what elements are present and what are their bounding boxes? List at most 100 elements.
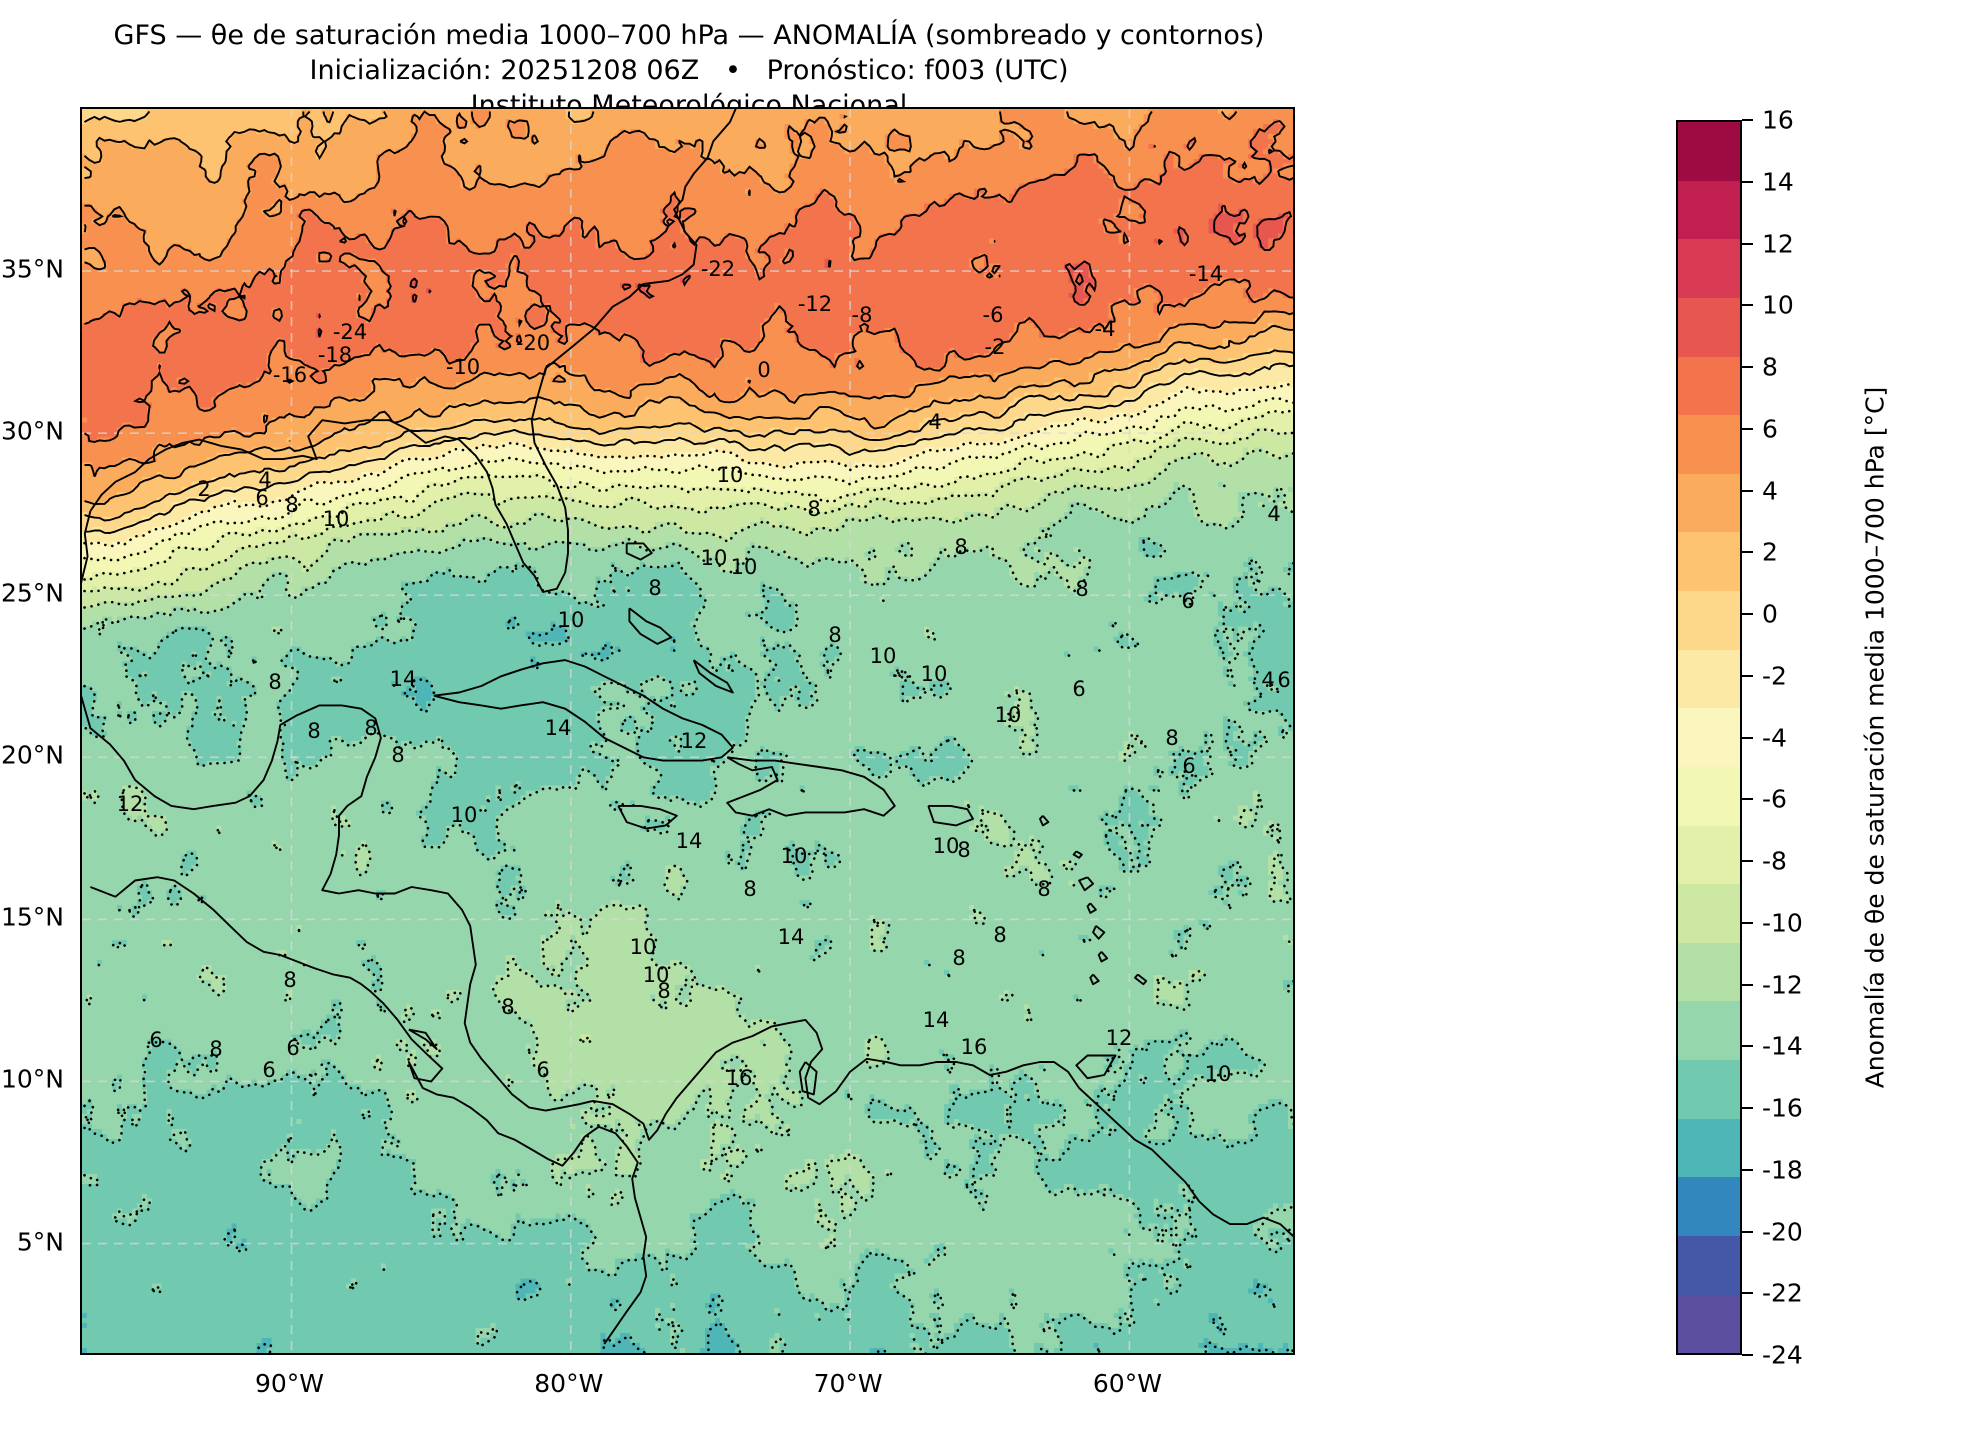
colorbar-tick-label: 4 — [1762, 476, 1778, 505]
contour-line — [1206, 573, 1213, 579]
coastline — [82, 510, 1293, 1238]
contour-label: 8 — [657, 979, 670, 1003]
contour-line — [882, 599, 887, 608]
chart-subtitle: Inicialización: 20251208 06Z • Pronóstic… — [309, 55, 1069, 87]
contour-line — [128, 905, 141, 919]
contour-line — [1256, 575, 1263, 583]
contour-line — [1111, 617, 1119, 630]
contour-label: 2 — [197, 477, 210, 501]
contour-label: 8 — [1075, 577, 1088, 601]
contour-line — [720, 1055, 749, 1073]
contour-label: 12 — [1106, 1026, 1133, 1050]
contour-line — [612, 878, 620, 883]
contour-line — [151, 1285, 164, 1294]
contour-line — [1279, 727, 1289, 740]
contour-label: 8 — [648, 576, 661, 600]
contour-line — [283, 993, 292, 1004]
contour-line — [1157, 238, 1164, 246]
contour-label: -12 — [798, 292, 832, 316]
contour-label: 10 — [995, 703, 1022, 727]
contour-line — [671, 241, 677, 249]
contour-line — [262, 198, 283, 218]
contour-line — [1035, 1030, 1293, 1353]
contour-line — [111, 1076, 122, 1093]
contour-line — [991, 265, 1001, 275]
contour-line — [83, 1174, 101, 1187]
contour-line — [276, 560, 761, 862]
contour-line — [654, 1312, 665, 1324]
contour-label: 16 — [726, 1066, 753, 1090]
contour-line — [111, 941, 129, 949]
contour-line — [1265, 680, 1283, 694]
contour-line — [1098, 886, 1117, 901]
contour-line — [163, 942, 174, 947]
contour-line — [552, 374, 567, 383]
contour-label: 6 — [1277, 668, 1290, 692]
contour-line — [1041, 953, 1047, 958]
contour-line — [586, 1187, 596, 1200]
coastline — [89, 397, 569, 593]
contour-line — [402, 1005, 416, 1026]
contour-label: 8 — [285, 493, 298, 517]
contour-line — [97, 962, 102, 970]
contour-line — [262, 414, 269, 424]
colorbar-band — [1678, 1001, 1740, 1060]
contour-line — [621, 283, 632, 291]
contour-line — [372, 612, 389, 632]
contour-line — [833, 123, 848, 134]
contour-line — [601, 1334, 648, 1353]
contour-line — [682, 274, 691, 287]
contour-line — [239, 294, 246, 300]
contour-line — [932, 1290, 945, 1312]
contour-line — [507, 119, 530, 140]
contour-line — [409, 277, 418, 289]
contour-line — [592, 1105, 612, 1119]
contour-line — [1246, 557, 1266, 577]
contour-line — [896, 177, 907, 183]
contour-line — [376, 1001, 384, 1013]
colorbar — [1676, 120, 1742, 1355]
contour-line — [431, 1211, 447, 1239]
contour-line — [579, 1035, 593, 1044]
contour-label: 10 — [323, 507, 350, 531]
colorbar-tick-label: -8 — [1762, 846, 1787, 876]
contour-line — [272, 307, 283, 323]
contour-line — [847, 1314, 852, 1322]
contour-line — [273, 628, 286, 636]
colorbar-tick-label: -6 — [1762, 784, 1787, 814]
colorbar-band — [1678, 297, 1740, 357]
colorbar-tick-label: -24 — [1762, 1340, 1803, 1370]
contour-line — [827, 259, 832, 268]
contour-line — [1005, 688, 1041, 757]
contour-line — [206, 672, 212, 680]
contour-label: 10 — [717, 463, 744, 487]
contour-line — [492, 1172, 511, 1202]
contour-line — [83, 684, 108, 739]
contour-line — [1262, 503, 1268, 508]
colorbar-band — [1678, 649, 1740, 709]
contour-line — [1004, 837, 1054, 887]
contour-line — [1152, 788, 1162, 793]
contour-line — [893, 673, 899, 678]
contour-line — [1213, 205, 1250, 246]
contour-line — [1252, 1204, 1293, 1254]
contour-label: 10 — [781, 844, 808, 868]
contour-line — [1139, 1074, 1149, 1086]
contour-line — [1066, 110, 1153, 152]
colorbar-tick-mark — [1742, 304, 1753, 307]
contour-line — [896, 667, 905, 679]
contour-line — [178, 377, 190, 385]
contour-line — [506, 1076, 514, 1089]
contour-label: -22 — [701, 257, 735, 281]
contour-line — [84, 120, 1293, 325]
contour-line — [167, 1109, 176, 1127]
contour-line — [395, 1038, 411, 1054]
contour-line — [1105, 1055, 1125, 1074]
contour-line — [495, 789, 503, 803]
contour-line — [781, 248, 794, 265]
contour-line — [1211, 885, 1231, 902]
colorbar-tick-mark — [1742, 1292, 1753, 1295]
coastline — [692, 659, 734, 694]
contour-label: 12 — [681, 729, 708, 753]
contour-line — [401, 677, 437, 715]
